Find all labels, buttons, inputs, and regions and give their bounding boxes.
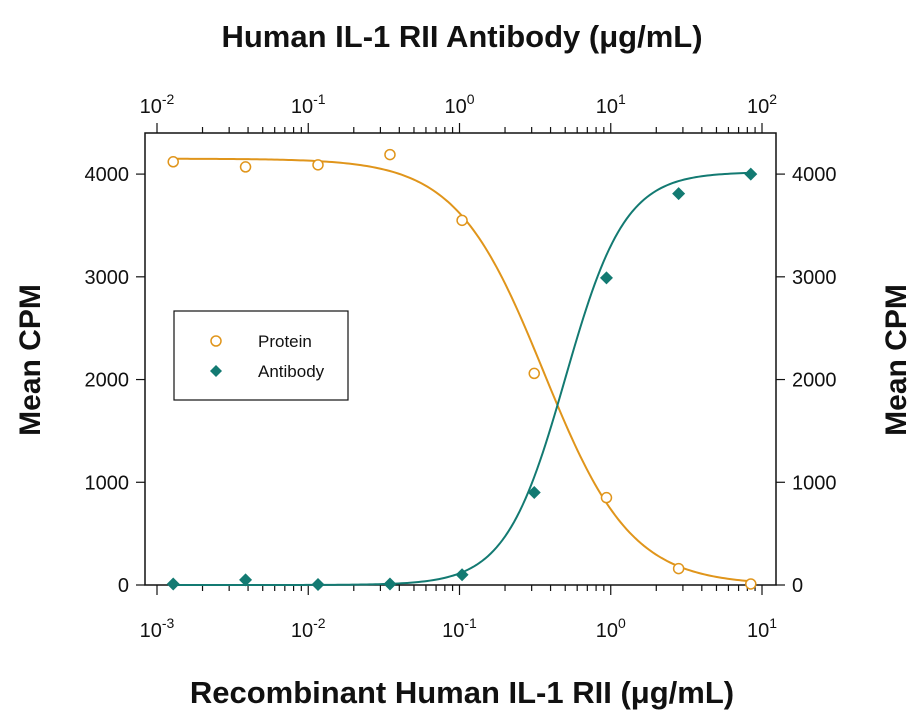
- top-tick-label: 100: [444, 91, 474, 118]
- data-point-protein: [745, 578, 757, 590]
- legend: Protein Antibody: [173, 310, 349, 401]
- data-point-antibody: [166, 577, 180, 591]
- legend-marker-antibody: [210, 365, 222, 377]
- y-tick-label-left: 4000: [85, 164, 130, 186]
- left-axis: 0 1000 2000 3000 4000: [85, 164, 145, 597]
- y-axis-title-left: Mean CPM: [14, 284, 47, 436]
- top-tick-label: 102: [747, 91, 777, 118]
- data-point-antibody: [383, 577, 397, 591]
- legend-label-antibody: Antibody: [258, 362, 325, 381]
- data-point-antibody: [455, 568, 469, 582]
- y-tick-label-left: 0: [118, 575, 129, 597]
- data-point-protein: [239, 161, 252, 173]
- data-point-antibody: [311, 577, 325, 591]
- top-axis: 10-2 10-1 100 101 102: [140, 91, 777, 133]
- top-tick-label: 10-1: [291, 91, 326, 118]
- y-tick-label-left: 2000: [85, 370, 130, 392]
- data-points: [166, 148, 758, 591]
- data-point-protein: [167, 156, 179, 168]
- y-tick-label-right: 3000: [792, 267, 837, 289]
- y-tick-label-right: 0: [792, 575, 803, 597]
- y-axis-title-right: Mean CPM: [880, 284, 913, 436]
- data-point-antibody: [527, 486, 541, 500]
- data-point-antibody: [239, 573, 253, 587]
- legend-marker-protein: [210, 335, 222, 347]
- data-point-protein: [384, 148, 396, 161]
- x-tick-label: 10-3: [140, 615, 175, 642]
- x-tick-label: 10-2: [291, 615, 326, 642]
- y-tick-label-right: 1000: [792, 472, 837, 494]
- data-point-antibody: [744, 167, 758, 181]
- plot-frame: [144, 132, 777, 586]
- legend-box: [173, 310, 349, 401]
- data-point-protein: [672, 562, 685, 575]
- top-tick-label: 10-2: [140, 91, 175, 118]
- data-point-protein: [312, 159, 324, 171]
- x-tick-label: 100: [596, 615, 626, 642]
- data-point-antibody: [672, 187, 686, 201]
- right-axis: 0 1000 2000 3000 4000: [776, 164, 837, 597]
- x-axis-title: Recombinant Human IL-1 RII (μg/mL): [190, 675, 734, 710]
- data-point-protein: [528, 367, 540, 380]
- chart-title: Human IL-1 RII Antibody (μg/mL): [221, 19, 702, 54]
- x-tick-label: 101: [747, 615, 777, 642]
- top-tick-label: 101: [596, 91, 626, 118]
- data-point-protein: [456, 214, 468, 227]
- legend-label-protein: Protein: [258, 332, 312, 351]
- y-tick-label-right: 4000: [792, 164, 837, 186]
- y-tick-label-left: 3000: [85, 267, 130, 289]
- bottom-axis: 10-3 10-2 10-1 100 101: [140, 585, 777, 642]
- y-tick-label-left: 1000: [85, 472, 130, 494]
- x-tick-label: 10-1: [442, 615, 477, 642]
- data-point-antibody: [599, 271, 613, 285]
- y-tick-label-right: 2000: [792, 370, 837, 392]
- data-point-protein: [600, 491, 613, 504]
